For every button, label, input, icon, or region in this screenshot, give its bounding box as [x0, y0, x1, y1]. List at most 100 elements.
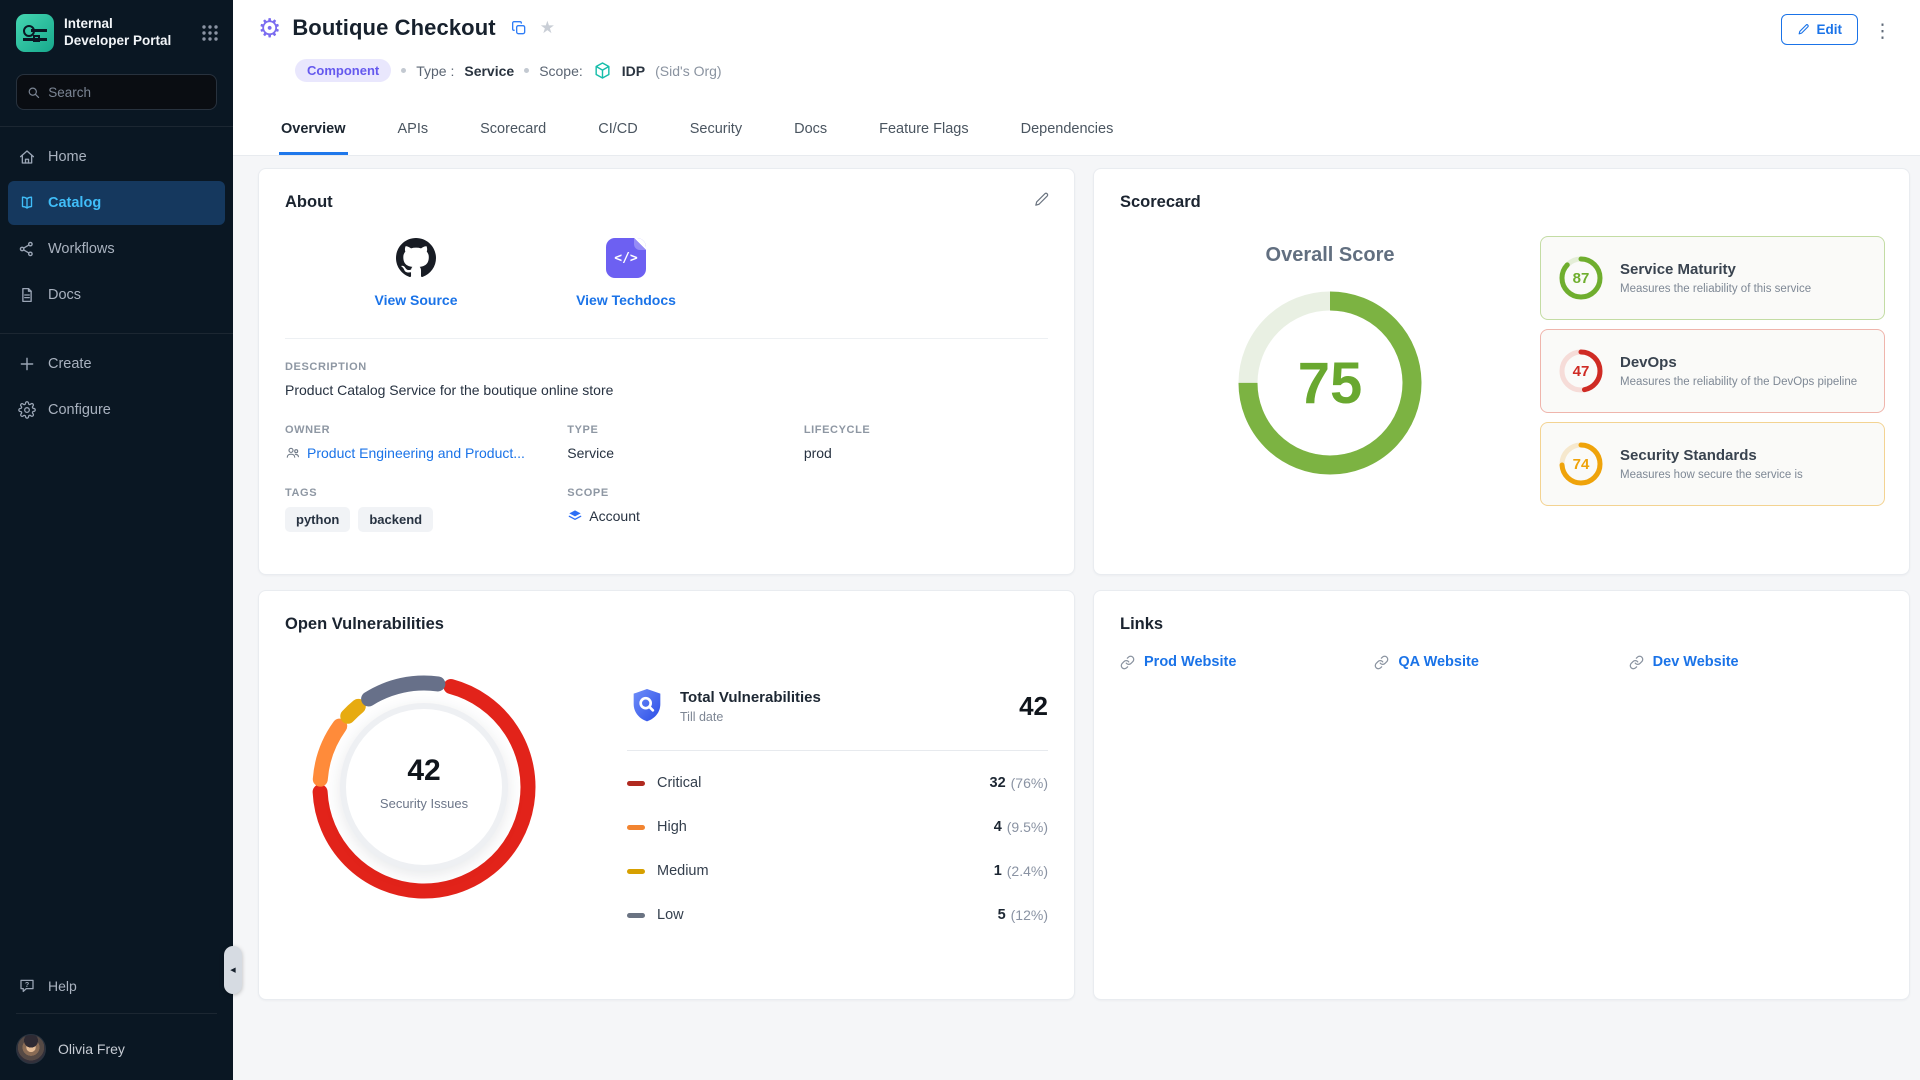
content: About View Source </> View — [233, 156, 1920, 1080]
home-icon — [19, 150, 35, 164]
owner-link[interactable]: Product Engineering and Product... — [285, 445, 567, 461]
tab-apis[interactable]: APIs — [397, 121, 429, 137]
workflows-icon — [19, 241, 33, 257]
techdocs-icon: </> — [606, 238, 646, 278]
total-vulnerabilities-subtitle: Till date — [680, 709, 724, 724]
sidebar: Internal Developer Portal Home — [0, 0, 233, 1080]
dot-separator — [524, 68, 530, 73]
brand: Internal Developer Portal — [0, 0, 233, 62]
legend-row-low: Low 5 (12%) — [627, 893, 1048, 937]
sidebar-divider — [0, 126, 233, 127]
sidebar-item-label: Home — [48, 149, 87, 165]
qa-website-link[interactable]: QA Website — [1374, 654, 1628, 670]
scorecard-card: Scorecard Overall Score 75 87 — [1093, 168, 1910, 575]
tags-label: TAGS — [285, 487, 318, 499]
scope-cube-icon — [593, 61, 612, 80]
scorecard-item-devops[interactable]: 47 DevOps Measures the reliability of th… — [1540, 329, 1885, 413]
links-card: Links Prod Website QA — [1093, 590, 1910, 1000]
sidebar-search[interactable] — [16, 74, 217, 110]
page-header: ⚙ Boutique Checkout ★ Component Type : S… — [233, 0, 1920, 156]
prod-website-link[interactable]: Prod Website — [1120, 654, 1374, 670]
sidebar-nav: Home Catalog Workflows Docs — [0, 135, 233, 317]
scorecard-title: Scorecard — [1120, 193, 1201, 211]
tab-cicd[interactable]: CI/CD — [598, 121, 638, 137]
sidebar-item-docs[interactable]: Docs — [8, 273, 225, 317]
links-title: Links — [1120, 615, 1164, 633]
type-field-label: TYPE — [567, 424, 599, 436]
score-value: 87 — [1572, 269, 1590, 287]
apps-grid-icon[interactable] — [201, 24, 219, 42]
scope-field-label: SCOPE — [567, 487, 609, 499]
sidebar-item-label: Create — [48, 356, 92, 372]
low-dash-icon — [627, 912, 645, 918]
tab-security[interactable]: Security — [689, 121, 743, 137]
sidebar-item-configure[interactable]: Configure — [8, 388, 225, 432]
brand-logo-icon — [16, 14, 54, 52]
more-options-kebab-icon[interactable]: ⋮ — [1873, 21, 1892, 42]
scope-field-value: Account — [589, 508, 640, 524]
pencil-icon — [1798, 24, 1809, 35]
help-button[interactable]: ? Help — [0, 967, 233, 1005]
sidebar-bottom: ? Help Olivia Frey — [0, 967, 233, 1080]
copy-icon[interactable] — [511, 20, 527, 36]
team-icon — [286, 447, 299, 458]
main: ⚙ Boutique Checkout ★ Component Type : S… — [233, 0, 1920, 1080]
description-value: Product Catalog Service for the boutique… — [285, 382, 614, 398]
gear-icon — [18, 401, 36, 419]
tag-chip[interactable]: python — [285, 507, 351, 532]
plus-icon — [20, 357, 34, 371]
score-title: Security Standards — [1620, 447, 1757, 464]
tab-docs[interactable]: Docs — [794, 121, 828, 137]
score-title: DevOps — [1620, 354, 1677, 371]
score-title: Service Maturity — [1620, 261, 1736, 278]
sidebar-item-label: Docs — [48, 287, 82, 303]
sidebar-item-catalog[interactable]: Catalog — [8, 181, 225, 225]
sidebar-divider — [16, 1013, 217, 1014]
view-source-link[interactable]: View Source — [374, 292, 458, 308]
scope-value: IDP — [621, 62, 646, 79]
overall-score-donut: 75 — [1230, 283, 1430, 483]
account-scope-icon — [568, 510, 582, 520]
sidebar-item-workflows[interactable]: Workflows — [8, 227, 225, 271]
score-desc: Measures the reliability of the DevOps p… — [1620, 376, 1858, 388]
lifecycle-label: LIFECYCLE — [803, 424, 871, 436]
about-edit-pencil-icon[interactable] — [1033, 191, 1050, 213]
page-title: Boutique Checkout — [292, 15, 496, 40]
sidebar-item-create[interactable]: Create — [8, 342, 225, 386]
legend-row-critical: Critical 32 (76%) — [627, 761, 1048, 805]
shield-scan-icon — [633, 689, 661, 722]
entity-gear-icon: ⚙ — [258, 13, 282, 43]
entity-kind-badge: Component — [295, 59, 392, 82]
star-icon[interactable]: ★ — [539, 18, 555, 37]
type-label: Type : — [416, 62, 455, 79]
sidebar-collapse-handle[interactable]: ◀ — [224, 946, 242, 994]
edit-label: Edit — [1816, 22, 1843, 37]
view-techdocs-link[interactable]: View Techdocs — [576, 292, 676, 308]
user-menu[interactable]: Olivia Frey — [0, 1022, 233, 1068]
tag-chip[interactable]: backend — [358, 507, 434, 532]
type-value: Service — [464, 62, 515, 79]
overall-score-label: Overall Score — [1265, 244, 1395, 266]
tab-overview[interactable]: Overview — [279, 121, 348, 155]
owner-label: OWNER — [285, 424, 331, 436]
dot-separator — [401, 68, 407, 73]
user-name: Olivia Frey — [58, 1041, 125, 1057]
type-field-value: Service — [567, 445, 614, 461]
tab-dependencies[interactable]: Dependencies — [1020, 121, 1114, 137]
search-input[interactable] — [48, 84, 206, 100]
sidebar-item-home[interactable]: Home — [8, 135, 225, 179]
sidebar-item-label: Workflows — [48, 241, 115, 257]
tab-feature-flags[interactable]: Feature Flags — [879, 121, 969, 137]
divider — [285, 338, 1048, 339]
scorecard-item-service-maturity[interactable]: 87 Service Maturity Measures the reliabi… — [1540, 236, 1885, 320]
score-value: 47 — [1572, 362, 1590, 380]
brand-name: Internal Developer Portal — [64, 16, 172, 48]
score-value: 74 — [1572, 455, 1590, 473]
help-label: Help — [48, 978, 77, 994]
dev-website-link[interactable]: Dev Website — [1629, 654, 1883, 670]
avatar — [16, 1034, 46, 1064]
edit-button[interactable]: Edit — [1780, 14, 1858, 45]
scorecard-item-security-standards[interactable]: 74 Security Standards Measures how secur… — [1540, 422, 1885, 506]
tab-scorecard[interactable]: Scorecard — [480, 121, 547, 137]
help-icon: ? — [20, 979, 34, 993]
